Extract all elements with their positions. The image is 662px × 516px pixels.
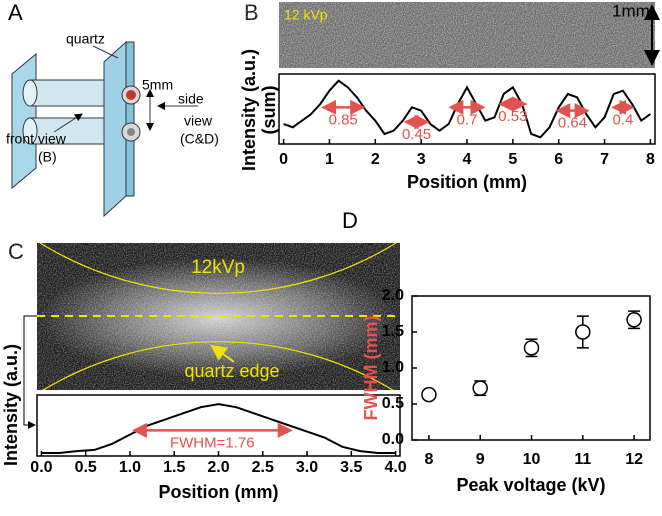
y-axis-label: Intensity (a.u.): [239, 49, 259, 171]
x-tick-label: 1: [325, 151, 334, 168]
x-tick-label: 0.0: [30, 459, 52, 476]
y-axis-label: FWHM (mm): [361, 316, 381, 421]
x-tick-label: 1.0: [119, 459, 141, 476]
x-tick-label: 3.5: [340, 459, 362, 476]
data-point: [472, 380, 488, 396]
x-tick-label: 8: [424, 451, 433, 468]
x-tick-label: 10: [523, 451, 541, 468]
profile-line: [283, 79, 652, 139]
data-point: [421, 386, 437, 403]
y-tick-label: 0.0: [382, 431, 404, 448]
diagram-label: quartz: [66, 31, 105, 47]
image-label: 12 kVp: [284, 7, 328, 23]
data-point: [523, 340, 540, 356]
profile-line: [41, 403, 396, 454]
diagram-label: view: [184, 113, 213, 129]
x-tick-label: 2: [371, 151, 380, 168]
fwhm-label: FWHM=1.76: [170, 434, 255, 451]
x-tick-label: 0: [279, 151, 288, 168]
x-axis-label: Position (mm): [159, 482, 279, 502]
x-tick-label: 1.5: [163, 459, 185, 476]
xray-image: [279, 2, 660, 68]
y-tick-label: 1.0: [382, 359, 404, 376]
x-axis-label: Position (mm): [407, 172, 527, 192]
diagram-label: front view: [6, 131, 67, 147]
image-label: 12kVp: [191, 257, 245, 278]
diagram-label: (C&D): [180, 131, 219, 147]
x-tick-label: 0.5: [75, 459, 97, 476]
y-tick-label: 1.5: [382, 323, 404, 340]
x-tick-label: 4.0: [384, 459, 406, 476]
fwhm-label: 0.85: [329, 111, 358, 128]
x-tick-label: 4: [463, 151, 472, 168]
panel-label: A: [8, 0, 23, 25]
data-point: [575, 324, 591, 340]
x-tick-label: 11: [574, 451, 591, 468]
xray-image: [23, 243, 400, 429]
panel-label: C: [8, 239, 24, 264]
plot-frame: [411, 295, 651, 441]
setup-diagram: [11, 40, 198, 218]
fwhm-label: 0.7: [457, 111, 478, 128]
y-axis-label: (sum): [259, 85, 279, 134]
y-axis-label: Intensity (a.u.): [1, 344, 21, 466]
y-tick-label: 0.5: [382, 395, 404, 412]
x-tick-label: 2.0: [207, 459, 229, 476]
x-axis-label: Peak voltage (kV): [456, 475, 605, 495]
panel-label: B: [244, 0, 259, 25]
x-tick-label: 9: [476, 451, 485, 468]
x-tick-label: 12: [625, 451, 643, 468]
fwhm-label: 0.64: [558, 115, 587, 132]
diagram-label: side: [178, 91, 204, 107]
fwhm-label: 0.53: [498, 108, 527, 125]
x-tick-label: 3.0: [296, 459, 318, 476]
x-tick-label: 7: [600, 151, 609, 168]
scale-label: 1mm: [612, 1, 650, 20]
diagram-label: 5mm: [142, 77, 173, 93]
x-tick-label: 6: [554, 151, 563, 168]
fwhm-label: 0.4: [612, 111, 633, 128]
panel-label: D: [342, 208, 358, 233]
y-tick-label: 2.0: [382, 287, 404, 304]
data-point: [626, 312, 642, 328]
x-tick-label: 5: [508, 151, 517, 168]
x-tick-label: 8: [646, 151, 655, 168]
diagram-label: (B): [38, 149, 57, 165]
x-tick-label: 2.5: [252, 459, 274, 476]
fwhm-label: 0.45: [402, 126, 431, 143]
x-tick-label: 3: [417, 151, 426, 168]
image-annotation: quartz edge: [184, 361, 279, 381]
